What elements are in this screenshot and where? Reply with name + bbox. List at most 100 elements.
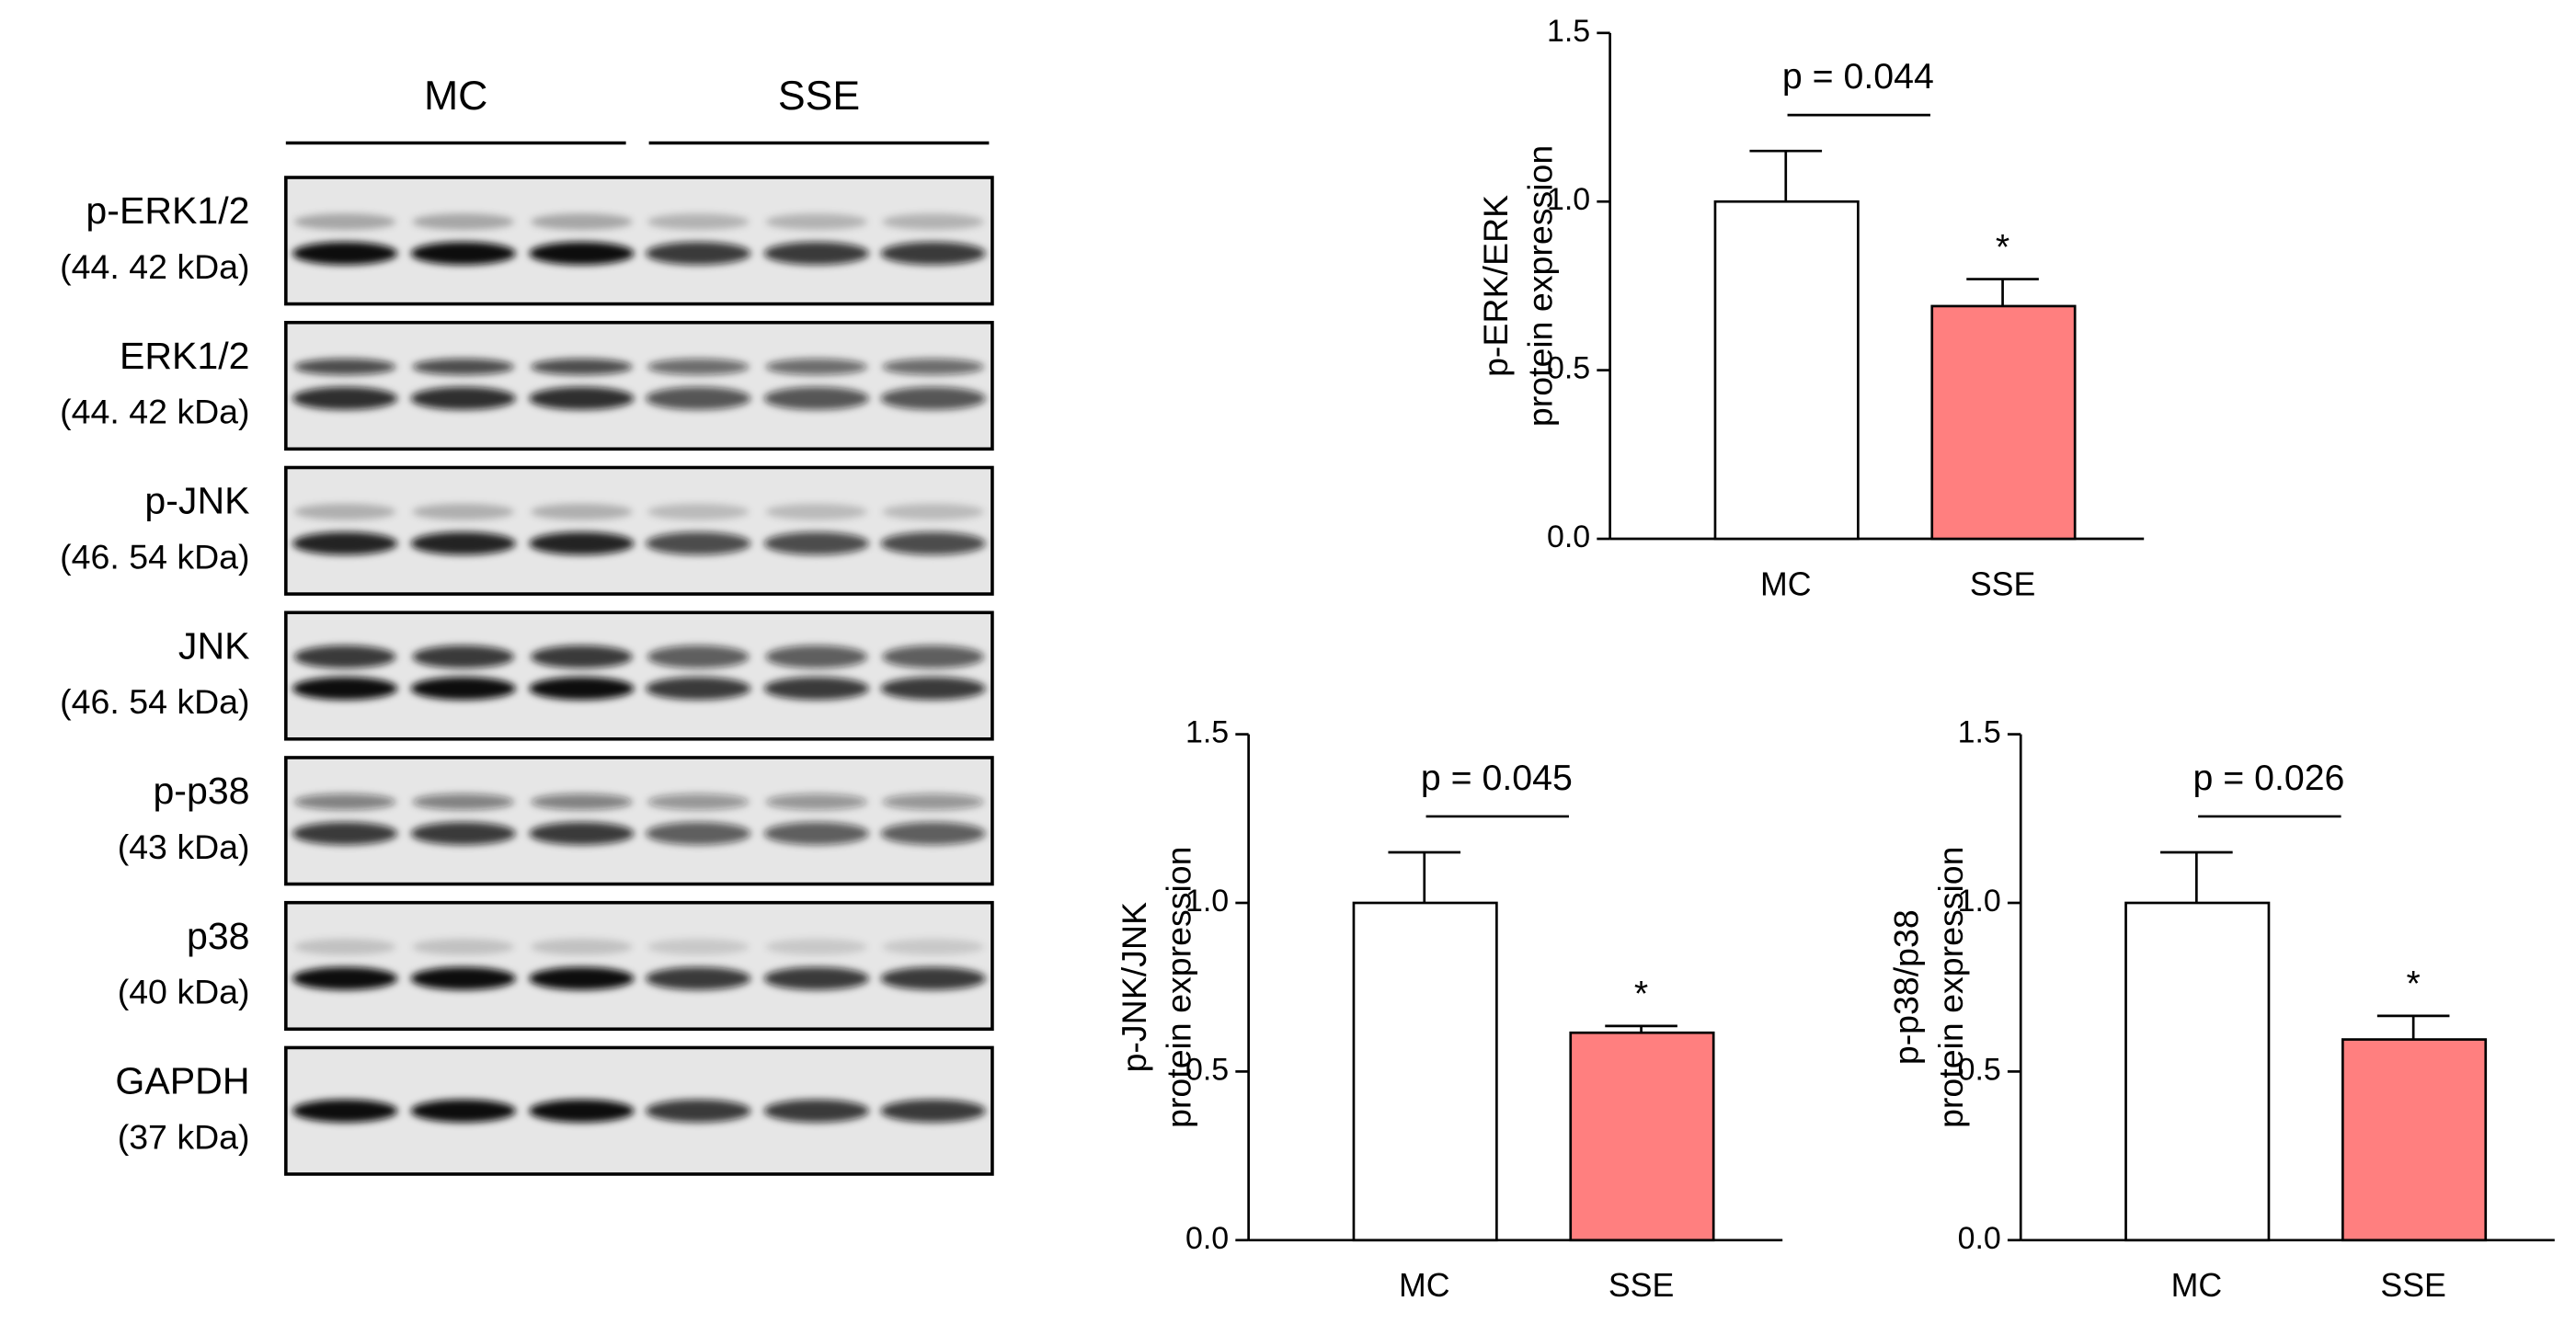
band — [410, 242, 516, 266]
band — [765, 503, 868, 520]
band — [763, 821, 869, 845]
band — [293, 938, 396, 955]
band — [647, 503, 750, 520]
bands — [292, 358, 986, 410]
significance-marker: * — [1634, 974, 1648, 1014]
blot-size: (37 kDa) — [118, 1117, 250, 1156]
band — [765, 213, 868, 231]
x-tick-label: SSE — [1970, 565, 2035, 602]
band — [765, 358, 868, 375]
y-tick-label: 1.0 — [1547, 182, 1590, 217]
band — [765, 938, 868, 955]
band — [293, 503, 396, 520]
bands — [292, 1099, 986, 1123]
band — [882, 358, 985, 375]
blot-size: (43 kDa) — [118, 828, 250, 866]
p-value: p = 0.045 — [1421, 758, 1573, 798]
blot-box — [284, 176, 994, 306]
y-tick-label: 1.5 — [1547, 14, 1590, 49]
blot-box — [284, 320, 994, 451]
blot-size: (44. 42 kDa) — [60, 393, 249, 431]
band — [647, 213, 750, 231]
blot-name: ERK1/2 — [120, 335, 250, 377]
band — [882, 213, 985, 231]
blot-name: p-p38 — [153, 770, 249, 812]
band — [647, 645, 750, 668]
blot-size: (46. 54 kDa) — [60, 682, 249, 721]
bar — [1713, 200, 1860, 541]
y-tick-label: 0.5 — [1958, 1052, 2001, 1087]
band — [647, 358, 750, 375]
x-tick-label: MC — [2171, 1267, 2223, 1304]
blot-name: p-ERK1/2 — [86, 189, 249, 232]
band — [763, 531, 869, 555]
band — [763, 1099, 869, 1123]
band — [763, 966, 869, 990]
band — [882, 503, 985, 520]
blot-box — [284, 1045, 994, 1176]
significance-marker: * — [2407, 964, 2421, 1004]
band — [412, 213, 515, 231]
band — [292, 966, 398, 990]
band — [530, 793, 633, 811]
band — [880, 966, 986, 990]
y-axis-label: protein expression — [1931, 846, 1970, 1127]
band — [410, 677, 516, 701]
bar — [1930, 304, 2077, 541]
blot-name: p38 — [187, 915, 250, 957]
y-axis-label: p-p38/p38 — [1887, 909, 1926, 1065]
band — [646, 821, 751, 845]
bands — [292, 213, 986, 266]
band — [293, 645, 396, 668]
band — [292, 242, 398, 266]
band — [412, 793, 515, 811]
x-tick-label: MC — [1399, 1267, 1450, 1304]
band — [412, 358, 515, 375]
group-label: SSE — [778, 74, 860, 119]
band — [410, 966, 516, 990]
band — [292, 677, 398, 701]
blot-size: (46. 54 kDa) — [60, 537, 249, 576]
bar — [2124, 901, 2271, 1242]
band — [292, 821, 398, 845]
band — [293, 213, 396, 231]
blot-name: p-JNK — [144, 480, 249, 522]
y-axis-label: protein expression — [1520, 145, 1559, 427]
bands — [292, 793, 986, 845]
bar — [1352, 901, 1498, 1242]
p-value: p = 0.026 — [2192, 758, 2344, 798]
y-tick-label: 0.0 — [1185, 1221, 1229, 1256]
band — [530, 938, 633, 955]
band — [646, 1099, 751, 1123]
band — [293, 358, 396, 375]
bands — [292, 645, 986, 701]
band — [646, 531, 751, 555]
band — [529, 677, 635, 701]
band — [293, 793, 396, 811]
band — [765, 645, 868, 668]
bands — [292, 938, 986, 990]
blot-name: JNK — [178, 624, 250, 667]
band — [763, 386, 869, 410]
band — [880, 531, 986, 555]
y-tick-label: 1.0 — [1185, 884, 1229, 919]
bar — [2341, 1038, 2488, 1242]
band — [529, 531, 635, 555]
bands — [292, 503, 986, 555]
band — [880, 677, 986, 701]
band — [530, 213, 633, 231]
band — [882, 938, 985, 955]
band — [646, 386, 751, 410]
band — [410, 531, 516, 555]
band — [410, 386, 516, 410]
y-tick-label: 0.5 — [1547, 351, 1590, 386]
blot-size: (40 kDa) — [118, 973, 250, 1011]
band — [292, 386, 398, 410]
band — [529, 966, 635, 990]
band — [410, 821, 516, 845]
band — [880, 386, 986, 410]
band — [412, 645, 515, 668]
y-axis-label: p-JNK/JNK — [1115, 902, 1153, 1072]
y-tick-label: 0.0 — [1547, 519, 1590, 554]
